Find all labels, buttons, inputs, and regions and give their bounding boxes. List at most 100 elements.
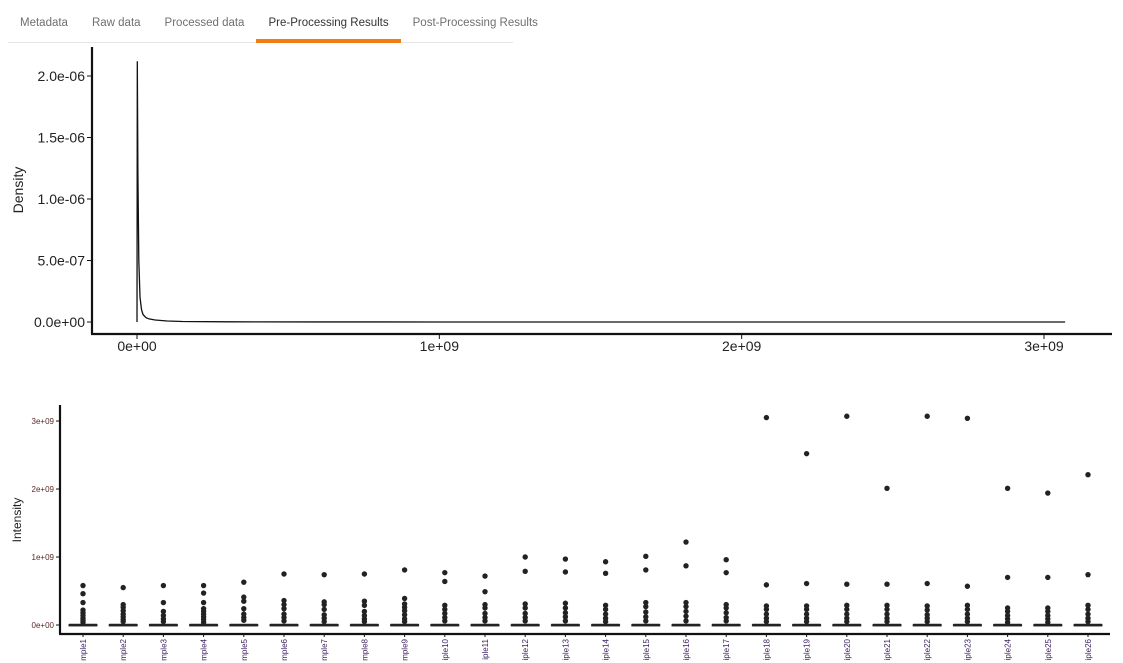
outlier-point [723,610,729,616]
outlier-point [482,610,488,617]
density-y-tick-label: 1.0e-06 [38,191,86,207]
sample-label: iple10 [441,638,450,660]
outlier-point [643,553,649,560]
outlier-point [1085,611,1091,617]
outlier-point [924,580,930,587]
outlier-point [884,611,890,617]
outlier-point [803,618,810,625]
density-x-tick-label: 3e+09 [1024,338,1064,354]
outlier-point [522,610,528,617]
outlier-point [482,573,488,579]
density-chart: 0.0e+00 5.0e-07 1.0e-06 1.5e-06 2.0e-06 0e+00… [10,47,1112,354]
outlier-point [120,618,126,625]
outlier-point [602,602,609,608]
box-mple7 [309,571,339,627]
outlier-point [562,618,569,624]
outlier-point [683,599,689,606]
box-mple1 [68,582,98,627]
sample-label: iple19 [803,638,812,660]
outlier-point [1045,608,1051,615]
box-mple6 [269,571,299,627]
outlier-point [924,603,930,609]
outlier-point [924,607,930,613]
tab-pre-processing-results[interactable]: Pre-Processing Results [256,0,401,43]
outlier-point [522,605,528,611]
outlier-point [522,554,528,560]
tab-post-processing-results[interactable]: Post-Processing Results [412,17,538,29]
outlier-point [1004,485,1011,492]
outlier-point [522,568,528,574]
density-y-tick-label: 0.0e+00 [34,314,85,330]
outlier-point [803,606,810,613]
outlier-point [442,610,448,617]
outlier-point [562,610,569,616]
sample-label: iple14 [602,638,611,660]
sample-label: mple8 [360,638,369,660]
sample-label: iple23 [963,638,972,660]
outlier-point [964,602,971,608]
outlier-point [1004,608,1011,615]
outlier-point [643,603,649,610]
tab-bar: Metadata Raw data Processed data Pre-Proces… [8,0,538,43]
box-mple5 [229,579,259,627]
tab-processed-data[interactable]: Processed data [164,17,245,29]
sample-label: mple7 [320,638,329,660]
outlier-point [160,582,167,589]
box-mple3 [148,582,178,627]
box-iple13 [550,556,580,627]
outlier-point [602,611,609,617]
box-iple24 [993,485,1023,627]
box-iple25 [1033,490,1063,627]
outlier-point [723,557,729,563]
outlier-point [482,588,488,595]
outlier-point [241,579,247,585]
outlier-point [200,599,207,606]
outlier-point [723,569,729,576]
intensity-y-tick-label: 2e+09 [32,485,55,494]
outlier-point [482,605,488,611]
box-iple14 [591,559,621,627]
sample-label: iple24 [1004,638,1013,660]
density-curve [136,61,1066,323]
tab-metadata[interactable]: Metadata [20,17,68,29]
outlier-point [1085,602,1091,608]
outlier-point [803,611,810,617]
outlier-point [241,598,247,604]
outlier-point [643,567,649,573]
outlier-point [683,618,689,624]
outlier-point [80,619,86,625]
outlier-point [281,597,287,604]
outlier-point [482,618,488,624]
outlier-point [763,582,770,588]
outlier-point [1045,490,1051,496]
sample-label: mple4 [200,638,209,660]
outlier-point [80,582,86,589]
sample-label: mple3 [159,638,168,660]
outlier-point [844,618,850,625]
outlier-point [562,569,569,575]
outlier-point [763,606,770,613]
outlier-point [964,611,971,617]
box-iple17 [711,557,741,627]
outlier-point [442,618,448,624]
outlier-point [924,413,930,419]
outlier-point [884,581,890,587]
density-y-tick-label: 2.0e-06 [38,68,86,84]
outlier-point [924,618,930,625]
outlier-point [361,602,368,608]
tab-raw-data[interactable]: Raw data [91,17,141,29]
box-iple22 [912,413,942,627]
outlier-point [1085,472,1091,478]
outlier-point [241,605,247,612]
outlier-point [401,567,408,573]
outlier-point [763,618,770,625]
outlier-point [643,609,649,615]
outlier-point [200,619,207,625]
outlier-point [683,613,689,619]
outlier-point [281,618,287,624]
intensity-boxplot: 0e+00 1e+09 2e+09 3e+09 Intensity mple1 mple2 m… [10,405,1110,661]
box-mple9 [390,567,420,627]
sample-label: iple17 [722,638,731,660]
outlier-point [763,611,770,617]
sample-label: iple20 [843,638,852,660]
